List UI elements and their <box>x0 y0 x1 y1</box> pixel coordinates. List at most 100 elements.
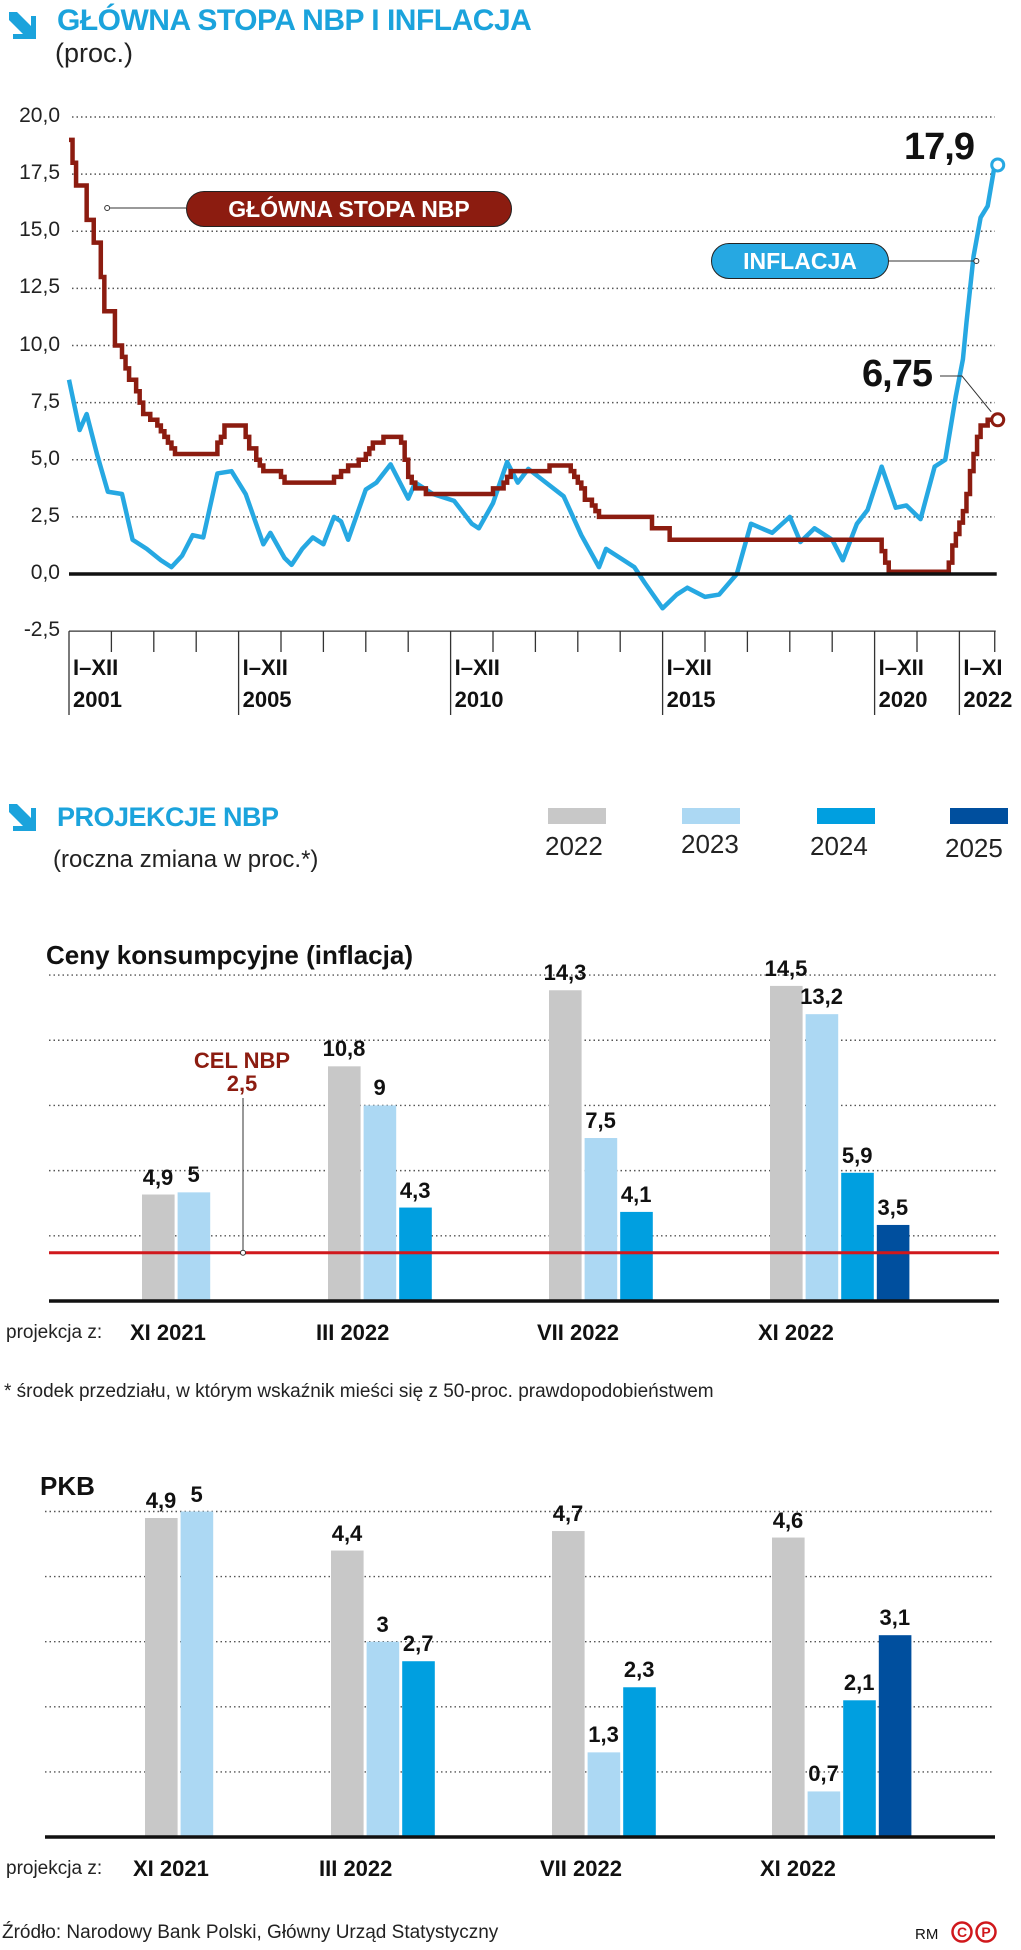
leader-dot <box>104 205 111 211</box>
x-tick-label-year: 2022 <box>963 687 1013 712</box>
rate-end-value: 6,75 <box>862 353 933 395</box>
bar-2025 <box>878 1635 912 1837</box>
target-label: CEL NBP <box>193 1048 291 1073</box>
bar-2024 <box>399 1207 432 1301</box>
y-tick-label: 15,0 <box>19 218 60 242</box>
legend-swatch-2022 <box>548 808 606 824</box>
category-label: III 2022 <box>319 1856 393 1881</box>
section1-subtitle: (proc.) <box>55 38 134 68</box>
projection-label: projekcja z: <box>6 1858 103 1879</box>
bar-2022 <box>331 1550 364 1837</box>
bar-2023 <box>807 1791 841 1837</box>
legend-label-2023: 2023 <box>681 829 739 859</box>
category-label: XI 2021 <box>130 1320 206 1345</box>
bar-2024 <box>841 1172 874 1301</box>
bar-value-label: 14,3 <box>543 960 587 986</box>
y-tick-label: 7,5 <box>30 389 60 413</box>
y-tick-label: 2,5 <box>30 503 60 527</box>
x-tick-label-period: I–XII <box>666 655 712 680</box>
source-note: Źródło: Narodowy Bank Polski, Główny Urz… <box>2 1922 499 1943</box>
category-label: VII 2022 <box>537 1320 619 1345</box>
bar-value-label: 5,9 <box>841 1142 873 1168</box>
inflation-series-label-text: INFLACJA <box>743 247 857 274</box>
inflation-end-marker <box>990 157 1006 173</box>
bar-value-label: 7,5 <box>585 1108 616 1134</box>
y-tick-label: 10,0 <box>19 332 60 356</box>
category-label: III 2022 <box>316 1320 390 1345</box>
x-tick-label-year: 2005 <box>242 687 292 712</box>
inflation-end-value: 17,9 <box>904 126 975 168</box>
bar-value-label: 0,7 <box>808 1761 839 1787</box>
bar-value-label: 2,3 <box>623 1657 655 1683</box>
x-tick-label: I–XII 2020 <box>879 652 928 716</box>
rate-line <box>69 137 995 574</box>
inflation-series-label: INFLACJA <box>711 243 889 279</box>
bar-value-label: 5 <box>190 1481 203 1507</box>
bar-value-label: 3,5 <box>877 1194 909 1220</box>
section2-title: PROJEKCJE NBP <box>57 802 279 832</box>
bar-value-label: 4,3 <box>399 1177 431 1203</box>
bar-2022 <box>772 1537 805 1837</box>
x-tick-label: I–XII 2015 <box>667 652 716 716</box>
y-tick-label: -2,5 <box>23 618 60 642</box>
bar-2022 <box>549 990 582 1301</box>
target-annotation: CEL NBP 2,5 <box>186 1049 298 1095</box>
svg-text:P: P <box>981 1924 990 1940</box>
inflation-line <box>66 164 997 611</box>
rate-value-leader <box>940 375 992 413</box>
gdp-projection-title: PKB <box>40 1471 95 1501</box>
x-tick-label-year: 2020 <box>878 687 928 712</box>
x-tick-label: I–XII 2001 <box>73 652 122 716</box>
x-tick-label: I–XI 2022 <box>963 652 1012 716</box>
bar-value-label: 5 <box>187 1162 200 1188</box>
arrow-down-right-icon <box>9 804 36 831</box>
y-tick-label: 12,5 <box>19 275 60 299</box>
leader-dot <box>973 258 980 264</box>
bar-2024 <box>843 1700 876 1837</box>
x-tick-label-period: I–XII <box>454 655 500 680</box>
rate-end-marker <box>990 412 1006 428</box>
bar-value-label: 4,7 <box>552 1501 584 1527</box>
legend-swatch-2023 <box>682 808 740 824</box>
legend-swatch-2024 <box>817 808 875 824</box>
bar-value-label: 10,8 <box>322 1036 366 1062</box>
x-tick-label-year: 2001 <box>73 687 122 712</box>
projection-label: projekcja z: <box>6 1322 103 1343</box>
bar-2025 <box>876 1224 910 1301</box>
x-tick-label-period: I–XII <box>242 655 288 680</box>
bar-value-label: 13,2 <box>800 984 843 1010</box>
bar-value-label: 3 <box>376 1611 389 1637</box>
legend-label-2024: 2024 <box>810 831 868 861</box>
bar-2022 <box>145 1518 178 1837</box>
rate-series-label: GŁÓWNA STOPA NBP <box>186 191 512 227</box>
bar-2023 <box>366 1641 400 1837</box>
bar-2024 <box>623 1687 656 1837</box>
bar-2024 <box>620 1211 653 1301</box>
bar-value-label: 4,9 <box>145 1488 177 1513</box>
bar-value-label: 4,1 <box>620 1181 652 1207</box>
bar-value-label: 2,7 <box>402 1631 434 1657</box>
bar-2023 <box>584 1138 618 1301</box>
inflation-projection-title: Ceny konsumpcyjne (inflacja) <box>46 940 413 970</box>
section1-title: GŁÓWNA STOPA NBP I INFLACJA <box>57 4 532 37</box>
legend-label-2025: 2025 <box>945 833 1003 863</box>
x-tick-label-year: 2015 <box>666 687 716 712</box>
bar-2022 <box>328 1066 361 1301</box>
leader-dot <box>240 1249 246 1256</box>
bar-2022 <box>770 985 803 1301</box>
bar-2023 <box>363 1105 397 1301</box>
bar-value-label: 4,4 <box>331 1520 363 1546</box>
rate-series-label-text: GŁÓWNA STOPA NBP <box>228 195 470 222</box>
bar-2023 <box>177 1192 211 1301</box>
svg-text:C: C <box>957 1924 967 1940</box>
bar-2023 <box>180 1511 214 1837</box>
bar-value-label: 2,1 <box>843 1670 875 1696</box>
bar-value-label: 14,5 <box>764 955 808 981</box>
category-label: XI 2022 <box>760 1856 836 1881</box>
bar-2024 <box>402 1661 435 1837</box>
category-label: XI 2021 <box>133 1856 209 1881</box>
category-label: VII 2022 <box>540 1856 622 1881</box>
legend-label-2022: 2022 <box>545 831 603 861</box>
x-tick-label-period: I–XII <box>73 655 119 680</box>
